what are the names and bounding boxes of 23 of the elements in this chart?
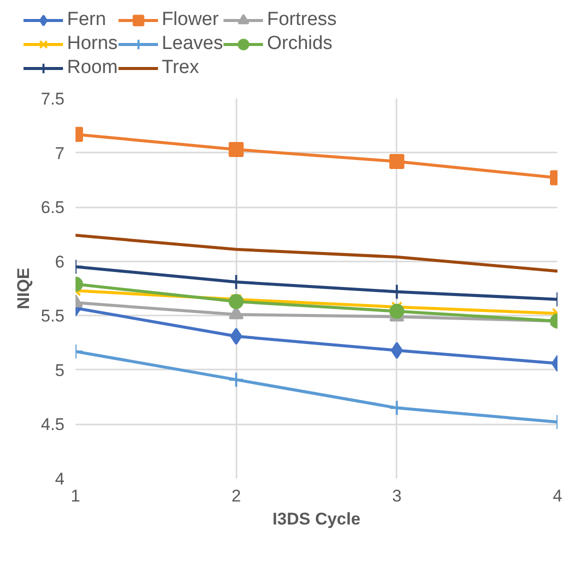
y-tick-label: 4.5 [40,415,65,434]
y-tick-label: 4 [55,470,65,488]
legend-label: Orchids [266,32,332,56]
y-tick-label: 5.5 [40,306,65,326]
x-tick-label: 1 [70,486,80,506]
y-tick-label: 6.5 [40,198,65,218]
y-tick-label: 5 [55,360,65,380]
y-axis-title: NIQE [14,268,33,310]
line-series [76,234,558,273]
legend-label: Room [67,56,118,80]
legend-label: Leaves [162,32,223,56]
x-axis-title: I3DS Cycle [272,510,360,528]
legend-label: Flower [162,8,219,32]
x-tick-label: 4 [552,486,562,506]
legend-label: Fortress [266,8,337,32]
legend-label: Horns [67,32,118,56]
y-tick-label: 7 [55,144,65,163]
y-tick-label: 7.5 [40,90,65,108]
x-tick-label: 3 [392,486,402,506]
legend-label: Trex [162,56,199,80]
x-tick-label: 2 [231,486,241,506]
legend-label: Fern [67,8,106,32]
y-tick-label: 6 [55,252,65,272]
